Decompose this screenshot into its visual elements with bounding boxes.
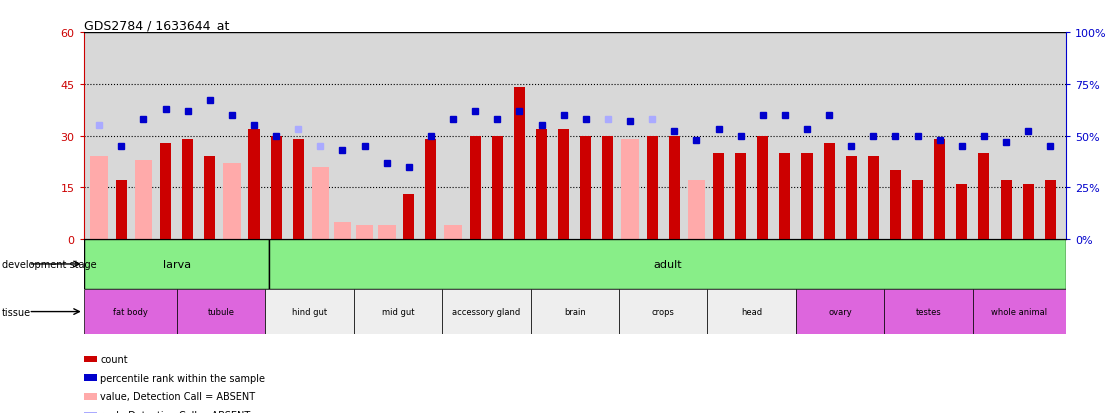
Bar xyxy=(668,136,680,240)
Bar xyxy=(182,140,193,240)
Text: whole animal: whole animal xyxy=(991,307,1048,316)
Bar xyxy=(378,226,395,240)
Bar xyxy=(1045,181,1056,240)
Bar xyxy=(292,140,304,240)
Text: GDS2784 / 1633644_at: GDS2784 / 1633644_at xyxy=(84,19,229,32)
Bar xyxy=(204,157,215,240)
Bar xyxy=(425,140,436,240)
Bar xyxy=(708,289,796,335)
Text: larva: larva xyxy=(163,259,191,269)
Bar xyxy=(444,226,462,240)
Bar xyxy=(90,157,108,240)
Bar xyxy=(1001,181,1011,240)
Bar xyxy=(884,289,973,335)
Text: tubule: tubule xyxy=(208,307,234,316)
Bar xyxy=(1022,185,1033,240)
Bar xyxy=(973,289,1066,335)
Text: testes: testes xyxy=(916,307,942,316)
Text: head: head xyxy=(741,307,762,316)
Text: development stage: development stage xyxy=(2,259,97,269)
Bar xyxy=(403,195,414,240)
Bar xyxy=(889,171,901,240)
Bar xyxy=(603,136,614,240)
Text: brain: brain xyxy=(564,307,586,316)
Bar xyxy=(536,129,547,240)
Bar xyxy=(223,164,241,240)
Bar xyxy=(622,140,638,240)
Bar xyxy=(269,240,1066,289)
Bar xyxy=(801,154,812,240)
Text: hind gut: hind gut xyxy=(291,307,327,316)
Bar xyxy=(249,129,260,240)
Text: adult: adult xyxy=(653,259,682,269)
Bar xyxy=(334,222,352,240)
Bar xyxy=(956,185,968,240)
Text: rank, Detection Call = ABSENT: rank, Detection Call = ABSENT xyxy=(100,410,251,413)
Bar xyxy=(580,136,591,240)
Bar xyxy=(646,136,657,240)
Bar xyxy=(470,136,481,240)
Bar xyxy=(846,157,857,240)
Bar xyxy=(619,289,708,335)
Bar xyxy=(912,181,923,240)
Bar xyxy=(824,143,835,240)
Bar xyxy=(687,181,705,240)
Bar xyxy=(356,226,374,240)
Bar xyxy=(779,154,790,240)
Bar xyxy=(713,154,724,240)
Text: count: count xyxy=(100,354,128,364)
Text: fat body: fat body xyxy=(113,307,147,316)
Bar xyxy=(979,154,990,240)
Text: ovary: ovary xyxy=(828,307,852,316)
Bar xyxy=(868,157,879,240)
Bar xyxy=(266,289,354,335)
Bar xyxy=(84,240,269,289)
Bar xyxy=(796,289,884,335)
Bar xyxy=(758,136,768,240)
Bar xyxy=(311,167,329,240)
Bar xyxy=(135,160,152,240)
Bar xyxy=(160,143,171,240)
Bar xyxy=(176,289,266,335)
Bar xyxy=(492,136,503,240)
Text: crops: crops xyxy=(652,307,675,316)
Text: tissue: tissue xyxy=(2,307,31,317)
Bar xyxy=(84,289,176,335)
Text: accessory gland: accessory gland xyxy=(452,307,520,316)
Bar xyxy=(934,140,945,240)
Text: percentile rank within the sample: percentile rank within the sample xyxy=(100,373,266,383)
Bar xyxy=(735,154,747,240)
Bar xyxy=(442,289,530,335)
Text: value, Detection Call = ABSENT: value, Detection Call = ABSENT xyxy=(100,392,256,401)
Bar xyxy=(558,129,569,240)
Text: mid gut: mid gut xyxy=(382,307,414,316)
Bar xyxy=(530,289,619,335)
Bar xyxy=(270,136,281,240)
Bar xyxy=(116,181,127,240)
Bar xyxy=(354,289,442,335)
Bar xyxy=(513,88,525,240)
